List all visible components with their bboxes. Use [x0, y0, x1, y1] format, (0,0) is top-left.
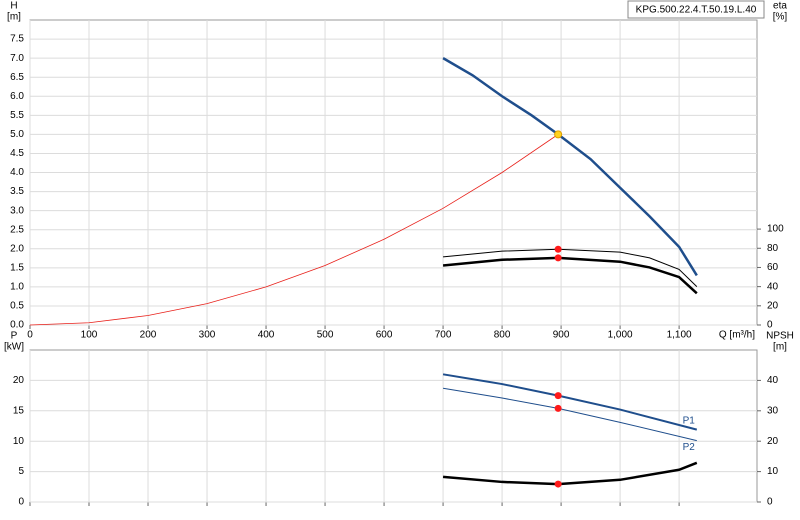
y-tick-label: 7.0 [10, 53, 24, 64]
y-tick-label: 5.0 [10, 129, 24, 140]
x-axis-label: Q [m³/h] [719, 330, 755, 341]
y-tick-label: 0 [18, 497, 24, 508]
x-tick-label: 100 [81, 330, 98, 341]
y2-tick-label: 20 [767, 436, 779, 447]
x-tick-label: 200 [140, 330, 157, 341]
x-tick-label: 500 [317, 330, 334, 341]
curve [442, 256, 698, 295]
y2-tick-label: 80 [767, 243, 779, 254]
title-box [627, 0, 765, 19]
y2-axis-unit: [%] [773, 12, 788, 23]
duty-point [554, 392, 562, 400]
y-tick-label: 6.5 [10, 72, 24, 83]
y2-tick-label: 60 [767, 262, 779, 273]
y-tick-label: 1.0 [10, 282, 24, 293]
y2-tick-label: 20 [767, 300, 779, 311]
y-tick-label: 20 [13, 375, 25, 386]
curve [29, 134, 559, 326]
x-tick-label: 700 [435, 330, 452, 341]
curve [443, 248, 698, 287]
x-tick-label: 0 [27, 330, 33, 341]
y2-axis-unit: [m] [773, 342, 787, 353]
x-tick-label: 1,000 [608, 330, 633, 341]
y-axis-label: H [10, 1, 17, 12]
y-axis-unit: [kW] [4, 342, 24, 353]
y-tick-label: 3.0 [10, 205, 24, 216]
y-tick-label: 6.0 [10, 91, 24, 102]
y2-tick-label: 40 [767, 375, 779, 386]
y-tick-label: 2.0 [10, 243, 24, 254]
y2-tick-label: 40 [767, 281, 779, 292]
duty-point [554, 480, 562, 488]
y-tick-label: 1.5 [10, 262, 24, 273]
y2-axis-label: NPSH [766, 331, 794, 342]
y2-tick-label: 0 [767, 497, 773, 508]
y2-tick-label: 10 [767, 466, 779, 477]
curve-label: P2 [683, 442, 696, 453]
y-axis-label: P [11, 331, 18, 342]
x-tick-label: 800 [494, 330, 511, 341]
y2-tick-label: 30 [767, 405, 779, 416]
plot-area [29, 349, 758, 503]
chart-title: KPG.500.22.4.T.50.19.L.40 [636, 5, 757, 16]
y-tick-label: 3.5 [10, 186, 24, 197]
y-tick-label: 5.5 [10, 110, 24, 121]
duty-point [554, 404, 562, 412]
y-tick-label: 2.5 [10, 224, 24, 235]
y2-tick-label: 100 [767, 224, 784, 235]
y2-tick-label: 0 [767, 320, 773, 331]
y2-axis-label: eta [773, 1, 787, 12]
y-tick-label: 4.0 [10, 167, 24, 178]
curve [442, 57, 698, 277]
curve-label: P1 [683, 415, 696, 426]
y-tick-label: 10 [13, 436, 25, 447]
curve [442, 461, 698, 486]
x-tick-label: 600 [376, 330, 393, 341]
x-tick-label: 400 [258, 330, 275, 341]
y-tick-label: 0.0 [10, 320, 24, 331]
duty-point [554, 245, 562, 253]
y-tick-label: 0.5 [10, 301, 24, 312]
x-tick-label: 900 [553, 330, 570, 341]
y-tick-label: 15 [13, 405, 25, 416]
x-tick-label: 1,100 [667, 330, 692, 341]
duty-point [554, 130, 563, 139]
y-tick-label: 5 [18, 466, 24, 477]
y-axis-unit: [m] [7, 12, 21, 23]
y-tick-label: 7.5 [10, 34, 24, 45]
y-tick-label: 4.5 [10, 148, 24, 159]
x-tick-label: 300 [199, 330, 216, 341]
duty-point [554, 254, 562, 262]
